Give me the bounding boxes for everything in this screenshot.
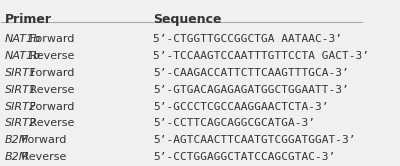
Text: Reverse: Reverse — [26, 51, 75, 61]
Text: B2M: B2M — [5, 152, 29, 162]
Text: Primer: Primer — [5, 13, 52, 26]
Text: Reverse: Reverse — [18, 152, 66, 162]
Text: Forward: Forward — [26, 68, 75, 78]
Text: Reverse: Reverse — [26, 119, 75, 128]
Text: 5’-AGTCAACTTCAATGTCGGATGGAT-3’: 5’-AGTCAACTTCAATGTCGGATGGAT-3’ — [153, 135, 356, 145]
Text: 5’-CCTGGAGGCTATCCAGCGTAC-3’: 5’-CCTGGAGGCTATCCAGCGTAC-3’ — [153, 152, 335, 162]
Text: Forward: Forward — [26, 102, 75, 112]
Text: Forward: Forward — [26, 34, 75, 44]
Text: SIRT1: SIRT1 — [5, 85, 37, 95]
Text: 5’-CAAGACCATTCTTCAAGTTTGCA-3’: 5’-CAAGACCATTCTTCAAGTTTGCA-3’ — [153, 68, 349, 78]
Text: Reverse: Reverse — [26, 85, 75, 95]
Text: SIRT2: SIRT2 — [5, 102, 37, 112]
Text: 5’-CTGGTTGCCGGCTGA AATAAC-3’: 5’-CTGGTTGCCGGCTGA AATAAC-3’ — [153, 34, 342, 44]
Text: 5’-GCCCTCGCCAAGGAACTCTA-3’: 5’-GCCCTCGCCAAGGAACTCTA-3’ — [153, 102, 328, 112]
Text: 5’-GTGACAGAGAGATGGCTGGAATT-3’: 5’-GTGACAGAGAGATGGCTGGAATT-3’ — [153, 85, 349, 95]
Text: Forward: Forward — [18, 135, 66, 145]
Text: NAT1b: NAT1b — [5, 34, 41, 44]
Text: B2M: B2M — [5, 135, 29, 145]
Text: Sequence: Sequence — [153, 13, 222, 26]
Text: 5’-CCTTCAGCAGGCGCATGA-3’: 5’-CCTTCAGCAGGCGCATGA-3’ — [153, 119, 315, 128]
Text: NAT1b: NAT1b — [5, 51, 41, 61]
Text: 5’-TCCAAGTCCAATTTGTTCCTA GACT-3’: 5’-TCCAAGTCCAATTTGTTCCTA GACT-3’ — [153, 51, 369, 61]
Text: SIRT2: SIRT2 — [5, 119, 37, 128]
Text: SIRT1: SIRT1 — [5, 68, 37, 78]
